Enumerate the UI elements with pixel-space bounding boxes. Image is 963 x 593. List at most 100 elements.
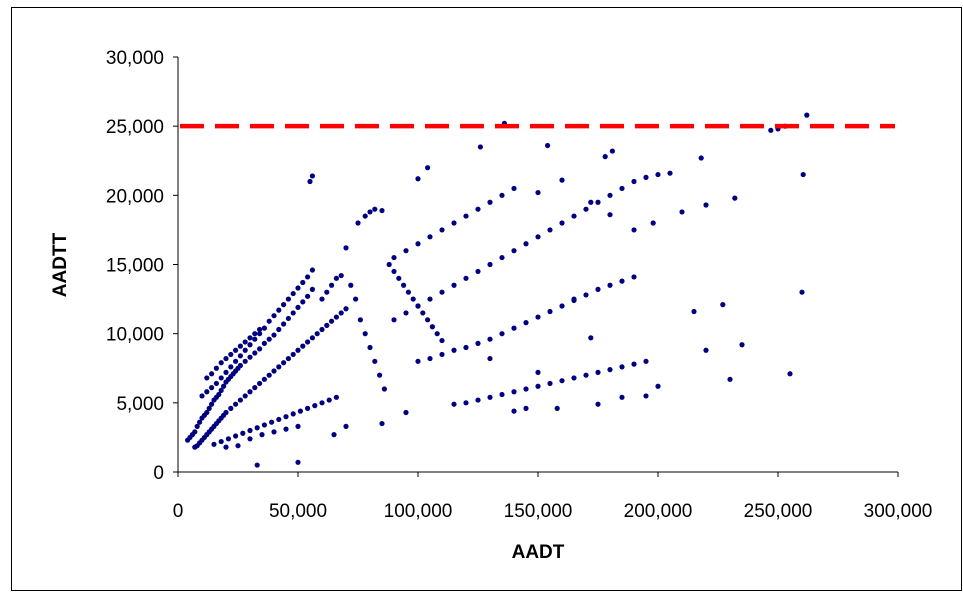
data-point	[523, 241, 529, 247]
data-point	[655, 383, 661, 389]
data-point	[451, 220, 457, 226]
data-point	[247, 335, 253, 341]
data-point	[276, 416, 282, 423]
data-point	[319, 400, 325, 406]
data-point	[247, 427, 253, 434]
data-point	[732, 195, 738, 201]
data-point	[631, 274, 637, 280]
data-point	[300, 299, 306, 305]
data-point	[223, 409, 229, 416]
data-point	[463, 344, 469, 351]
data-point	[619, 364, 625, 370]
data-point	[261, 422, 267, 428]
data-point	[703, 202, 709, 208]
data-point	[523, 386, 529, 392]
data-point	[276, 364, 282, 370]
data-point	[720, 302, 726, 308]
data-point	[247, 342, 253, 348]
data-point	[242, 358, 248, 364]
data-point	[290, 290, 296, 297]
tick-layer: 0 5,000 10,000 15,000 20,000 25,000 30,000 0 50,…	[106, 48, 932, 522]
data-point	[362, 213, 368, 219]
y-tick-label: 30,000	[106, 48, 164, 69]
data-point	[309, 335, 315, 341]
data-point	[261, 340, 267, 346]
data-point	[199, 393, 205, 399]
data-point	[235, 443, 241, 449]
data-point	[206, 405, 212, 411]
y-tick-label: 20,000	[106, 186, 164, 207]
data-point	[804, 112, 810, 118]
x-tick-label: 0	[173, 501, 184, 522]
data-point	[309, 267, 315, 273]
data-point	[271, 332, 277, 338]
data-point	[225, 436, 231, 442]
data-point	[511, 325, 517, 331]
data-point	[535, 369, 541, 375]
data-point	[257, 326, 263, 333]
data-point	[463, 275, 469, 281]
data-point	[523, 405, 529, 411]
data-point	[309, 286, 315, 292]
data-point	[285, 296, 291, 302]
data-point	[197, 419, 203, 425]
data-point	[559, 303, 565, 309]
data-point	[401, 282, 407, 288]
data-point	[583, 292, 589, 298]
data-point	[295, 304, 301, 310]
data-point	[324, 322, 330, 328]
data-point	[338, 310, 344, 316]
data-point	[619, 278, 625, 284]
data-point	[434, 331, 440, 337]
data-point	[285, 355, 291, 362]
data-point	[427, 234, 433, 240]
data-point	[259, 432, 265, 438]
data-point	[247, 436, 253, 442]
data-point	[559, 177, 565, 183]
data-point	[228, 405, 234, 411]
data-point	[643, 174, 649, 180]
data-point	[451, 347, 457, 353]
data-point	[571, 213, 577, 219]
x-tick-label: 100,000	[384, 501, 453, 522]
data-point	[281, 360, 287, 366]
data-point	[535, 383, 541, 389]
data-point	[379, 207, 385, 214]
data-point	[643, 358, 649, 364]
data-point	[223, 369, 229, 375]
x-tick-label: 200,000	[624, 501, 693, 522]
data-point	[655, 171, 661, 178]
data-point	[355, 220, 361, 226]
data-point	[333, 314, 339, 320]
data-point	[314, 331, 320, 337]
data-point	[511, 248, 517, 254]
data-point	[800, 171, 806, 178]
data-point	[233, 433, 239, 439]
data-point	[619, 185, 625, 192]
data-point	[650, 220, 656, 226]
data-point	[295, 285, 301, 291]
data-point	[535, 234, 541, 240]
data-point	[487, 199, 493, 205]
data-point	[319, 296, 325, 302]
data-point	[429, 324, 435, 330]
data-point	[727, 376, 733, 382]
data-point	[305, 339, 311, 345]
data-point	[475, 340, 481, 346]
data-point	[487, 394, 493, 400]
data-point	[403, 310, 409, 316]
data-point	[237, 362, 243, 369]
data-point	[631, 361, 637, 367]
data-point	[331, 432, 337, 438]
data-point	[691, 308, 697, 315]
data-point	[290, 411, 296, 417]
data-point	[410, 296, 416, 302]
data-point	[204, 389, 210, 395]
data-point	[607, 192, 613, 198]
data-point	[285, 315, 291, 322]
data-point	[420, 310, 426, 316]
data-point	[547, 380, 553, 387]
data-point	[242, 347, 248, 353]
y-tick-label: 5,000	[116, 394, 164, 415]
